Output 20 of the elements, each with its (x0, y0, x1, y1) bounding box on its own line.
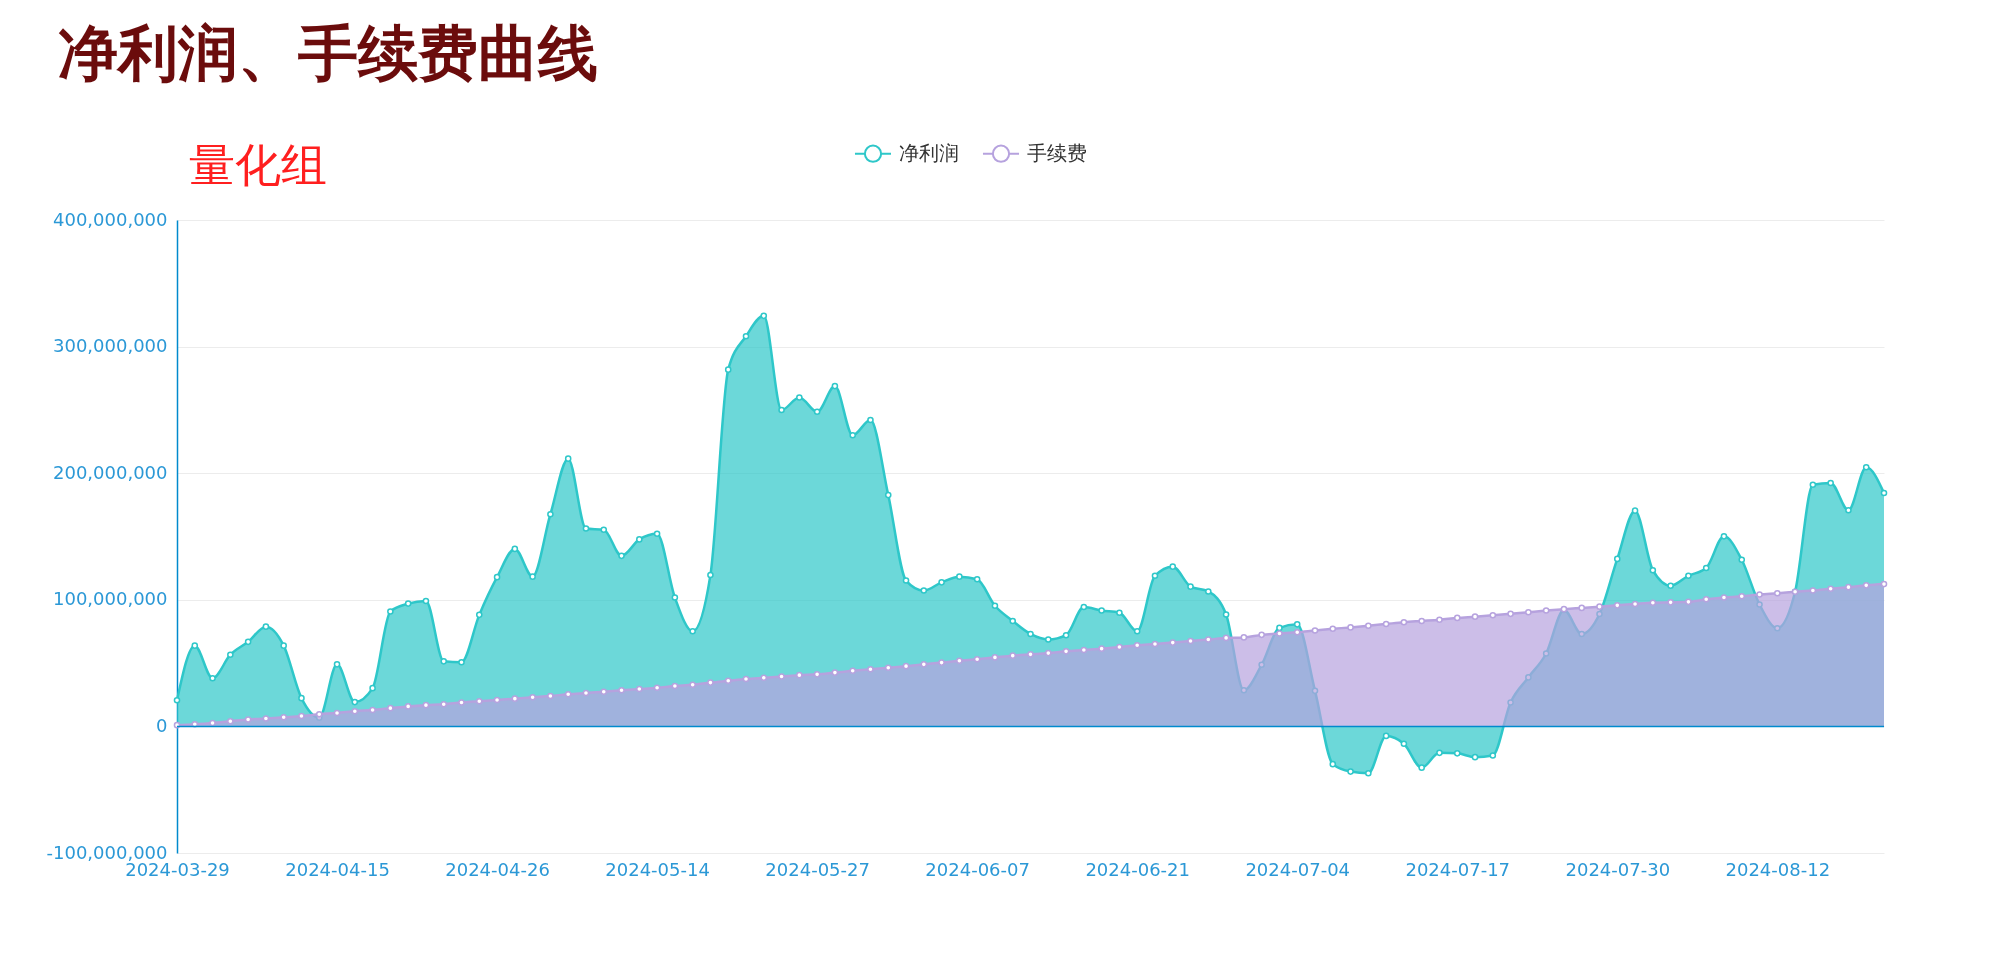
x-tick-label: 2024-06-07 (925, 858, 1030, 880)
legend-label: 净利润 (898, 140, 959, 165)
x-tick-label: 2024-04-26 (445, 858, 550, 880)
y-tick-label: 200,000,000 (52, 461, 168, 483)
x-tick-label: 2024-07-04 (1245, 858, 1351, 880)
y-tick-label: -100,000,000 (46, 841, 168, 863)
x-tick-label: 2024-04-15 (285, 858, 390, 880)
chart-subtitle: 量化组 (189, 138, 327, 192)
x-tick-label: 2024-08-12 (1725, 858, 1831, 880)
x-tick-label: 2024-07-30 (1565, 858, 1671, 880)
x-tick-label: 2024-07-17 (1405, 858, 1511, 880)
x-tick-label: 2024-06-21 (1085, 858, 1190, 880)
y-tick-label: 400,000,000 (52, 208, 168, 230)
x-tick-label: 2024-05-27 (765, 858, 870, 880)
y-tick-label: 300,000,000 (52, 335, 168, 357)
y-tick-label: 100,000,000 (52, 588, 168, 610)
chart-title: 净利润、手续费曲线 (57, 18, 598, 88)
y-tick-label: 0 (156, 714, 168, 736)
legend-label: 手续费 (1026, 140, 1087, 165)
x-tick-label: 2024-05-14 (605, 858, 710, 880)
